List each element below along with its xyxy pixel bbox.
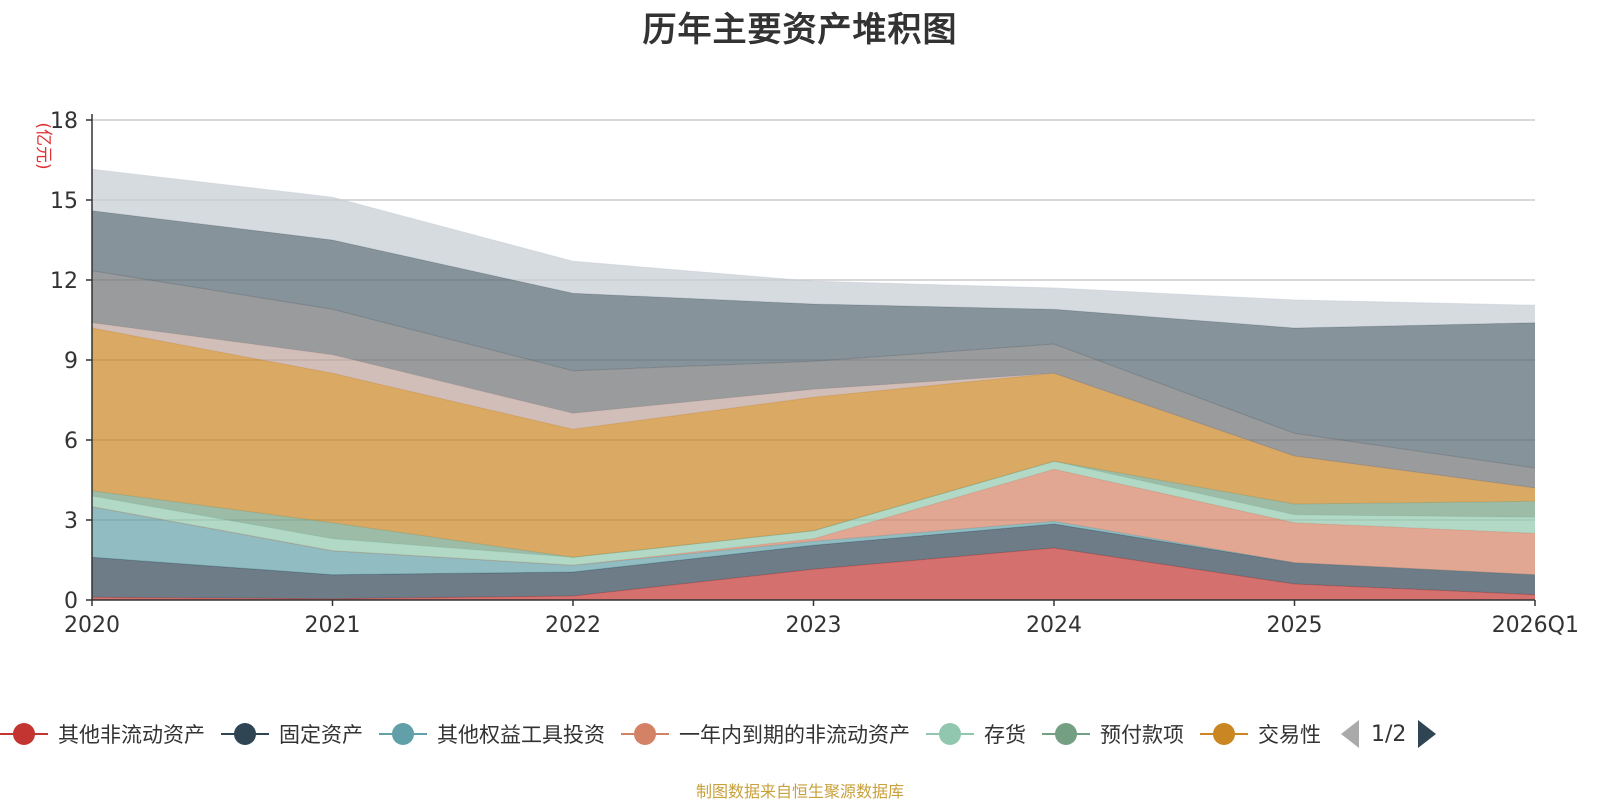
area-series-1 bbox=[92, 524, 1535, 599]
area-series-8 bbox=[92, 270, 1535, 488]
y-tick-label: 18 bbox=[50, 109, 78, 134]
area-series-3 bbox=[92, 469, 1535, 575]
y-axis-unit-label: (亿元) bbox=[33, 122, 53, 169]
legend-prev-page-icon[interactable] bbox=[1341, 720, 1359, 748]
area-series-5 bbox=[92, 461, 1535, 558]
legend-label: 存货 bbox=[984, 723, 1026, 747]
x-tick-label: 2024 bbox=[1026, 613, 1082, 638]
y-tick-label: 6 bbox=[64, 429, 78, 454]
legend-item[interactable]: 固定资产 bbox=[221, 719, 363, 749]
legend-pager: 1/2 bbox=[1341, 720, 1437, 748]
legend-marker-icon bbox=[1042, 722, 1090, 746]
legend-item[interactable]: 其他非流动资产 bbox=[0, 719, 205, 749]
x-tick-label: 2026Q1 bbox=[1492, 613, 1579, 638]
legend-marker-icon bbox=[621, 722, 669, 746]
legend-item[interactable]: 一年内到期的非流动资产 bbox=[621, 719, 910, 749]
y-tick-label: 3 bbox=[64, 509, 78, 534]
legend-label: 其他非流动资产 bbox=[58, 723, 205, 747]
legend-next-page-icon[interactable] bbox=[1418, 720, 1437, 748]
legend-marker-icon bbox=[1200, 722, 1248, 746]
x-tick-label: 2023 bbox=[786, 613, 842, 638]
legend-item[interactable]: 其他权益工具投资 bbox=[379, 719, 605, 749]
area-series-10 bbox=[92, 169, 1535, 328]
chart-title: 历年主要资产堆积图 bbox=[642, 10, 958, 50]
y-tick-label: 15 bbox=[50, 189, 78, 214]
x-tick-label: 2025 bbox=[1267, 613, 1323, 638]
area-series-0 bbox=[92, 548, 1535, 600]
legend-marker-icon bbox=[0, 722, 48, 746]
legend-label: 预付款项 bbox=[1100, 723, 1184, 747]
x-tick-label: 2021 bbox=[305, 613, 361, 638]
legend-page-indicator: 1/2 bbox=[1371, 721, 1407, 747]
legend-item[interactable]: 存货 bbox=[926, 719, 1026, 749]
legend-marker-icon bbox=[221, 722, 269, 746]
legend-marker-icon bbox=[926, 722, 974, 746]
y-tick-label: 9 bbox=[64, 349, 78, 374]
legend-marker-icon bbox=[379, 722, 427, 746]
source-note: 制图数据来自恒生聚源数据库 bbox=[695, 782, 904, 801]
area-series-6 bbox=[92, 328, 1535, 558]
axis-layer: 0 3 6 9 12 15 18 2020 2021 2022 2023 2024 2025 2026Q1… bbox=[33, 109, 1579, 638]
legend-label: 固定资产 bbox=[279, 723, 363, 747]
area-layer bbox=[91, 168, 1536, 600]
x-tick-label: 2022 bbox=[545, 613, 601, 638]
legend-label: 其他权益工具投资 bbox=[437, 723, 605, 747]
legend-label: 一年内到期的非流动资产 bbox=[679, 723, 910, 747]
legend-item[interactable]: 预付款项 bbox=[1042, 719, 1184, 749]
area-series-line-10 bbox=[91, 168, 1536, 306]
legend-item[interactable]: 交易性 bbox=[1200, 719, 1321, 749]
area-series-9 bbox=[92, 210, 1535, 468]
y-tick-label: 0 bbox=[64, 589, 78, 614]
y-tick-label: 12 bbox=[50, 269, 78, 294]
legend: 其他非流动资产 固定资产 其他权益工具投资 一年内到期的非流动资产 存货 预付款项 交易性 1… bbox=[0, 716, 1437, 752]
legend-label: 交易性 bbox=[1258, 723, 1321, 747]
x-tick-label: 2020 bbox=[64, 613, 120, 638]
